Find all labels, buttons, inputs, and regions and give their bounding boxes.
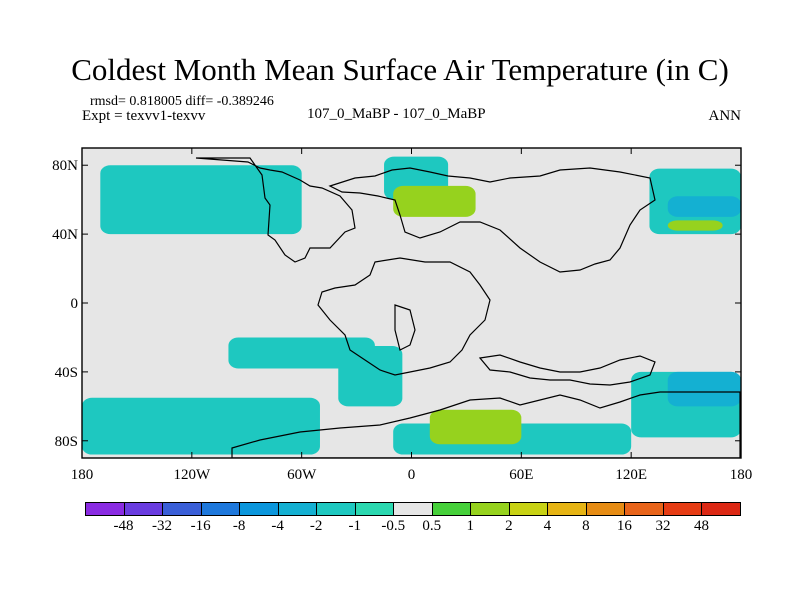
y-tick-label: 40S xyxy=(55,365,78,381)
colorbar-box xyxy=(393,502,433,516)
anomaly-region-5 xyxy=(100,165,302,235)
colorbar-label: 48 xyxy=(693,518,709,534)
colorbar-label: -32 xyxy=(152,518,173,534)
coastline-inner-shelf xyxy=(394,304,416,351)
x-tick-label: 0 xyxy=(408,467,416,483)
colorbar-label: 32 xyxy=(655,518,671,534)
colorbar-box xyxy=(624,502,664,516)
colorbar-box xyxy=(701,502,741,516)
colorbar-label: -0.5 xyxy=(381,518,406,534)
anomaly-region-10 xyxy=(667,196,741,217)
colorbar-label: 1 xyxy=(466,518,475,534)
colorbar-label: 2 xyxy=(505,518,513,534)
colorbar-box xyxy=(470,502,510,516)
colorbar-box xyxy=(200,502,241,516)
colorbar-label: 16 xyxy=(616,518,632,534)
y-tick-label: 80N xyxy=(52,158,78,174)
colorbar-label: -4 xyxy=(271,518,284,534)
colorbar-box xyxy=(162,502,202,516)
colorbar-box xyxy=(85,502,125,516)
chart-title: Coldest Month Mean Surface Air Temperatu… xyxy=(71,52,729,87)
y-tick-label: 80S xyxy=(55,434,78,450)
colorbar-box xyxy=(239,502,279,516)
colorbar-box xyxy=(277,502,318,516)
coastline-india-australia xyxy=(478,354,656,386)
colorbar-box xyxy=(508,502,549,516)
anomaly-region-3 xyxy=(338,346,403,407)
season-label: ANN xyxy=(708,108,742,124)
colorbar-box xyxy=(585,502,626,516)
colorbar-label: -16 xyxy=(190,518,211,534)
coastline-north-america xyxy=(195,157,356,263)
x-tick-label: 120W xyxy=(173,467,211,483)
coastline-eurasia xyxy=(328,167,656,273)
colorbar xyxy=(85,502,741,516)
y-tick-label: 0 xyxy=(71,296,79,312)
x-tick-label: 180 xyxy=(71,467,94,483)
x-tick-label: 120E xyxy=(615,467,647,483)
colorbar-label: 0.5 xyxy=(422,518,442,534)
coastline-antarctica xyxy=(231,391,741,458)
colorbar-box xyxy=(316,502,356,516)
colorbar-box xyxy=(431,502,472,516)
x-tick-label: 180 xyxy=(730,467,753,483)
anomaly-region-9 xyxy=(667,371,741,407)
colorbar-label: 4 xyxy=(543,518,552,534)
y-tick-label: 40N xyxy=(52,227,78,243)
x-tick-label: 60W xyxy=(287,467,317,483)
coastline-africa-south-america xyxy=(317,257,491,376)
colorbar-label: -2 xyxy=(309,518,323,534)
colorbar-box xyxy=(547,502,587,516)
colorbar-box xyxy=(662,502,703,516)
anomaly-region-12 xyxy=(429,409,522,445)
stats-label: rmsd= 0.818005 diff= -0.389246 xyxy=(90,94,274,109)
anomaly-region-13 xyxy=(667,220,723,231)
colorbar-label: -1 xyxy=(348,518,361,534)
anomaly-region-1 xyxy=(82,397,320,455)
anomaly-region-11 xyxy=(393,185,476,217)
colorbar-label: -8 xyxy=(232,518,246,534)
colorbar-label: -48 xyxy=(113,518,134,534)
colorbar-box xyxy=(123,502,164,516)
colorbar-box xyxy=(354,502,395,516)
period-label: 107_0_MaBP - 107_0_MaBP xyxy=(307,106,486,122)
x-tick-label: 60E xyxy=(509,467,533,483)
colorbar-label: 8 xyxy=(582,518,590,534)
experiment-label: Expt = texvv1-texvv xyxy=(82,108,206,124)
